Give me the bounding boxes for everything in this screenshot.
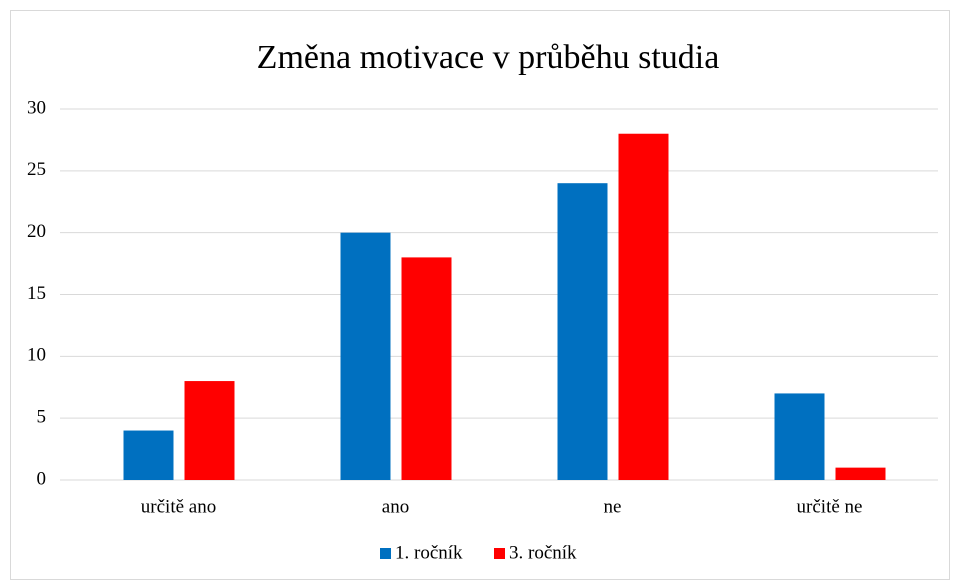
legend-swatch (494, 548, 505, 559)
bar (774, 393, 825, 480)
x-tick-label: ano (382, 496, 409, 517)
y-tick-label: 10 (27, 345, 46, 366)
legend-label: 3. ročník (509, 542, 577, 563)
x-tick-label: určitě ano (141, 496, 216, 517)
bar (123, 430, 174, 480)
bar (340, 232, 391, 480)
y-tick-label: 30 (27, 97, 46, 118)
bar (835, 467, 886, 480)
x-tick-label: ne (604, 496, 622, 517)
y-tick-label: 5 (37, 407, 47, 428)
bar (557, 183, 608, 480)
y-tick-label: 0 (37, 468, 47, 489)
y-tick-label: 25 (27, 159, 46, 180)
bar (401, 257, 452, 480)
legend-label: 1. ročník (395, 542, 463, 563)
y-tick-label: 20 (27, 221, 46, 242)
legend-swatch (380, 548, 391, 559)
chart-title: Změna motivace v průběhu studia (257, 39, 720, 76)
bar (618, 133, 669, 480)
x-tick-label: určitě ne (797, 496, 863, 517)
bar (184, 381, 235, 480)
y-tick-label: 15 (27, 283, 46, 304)
